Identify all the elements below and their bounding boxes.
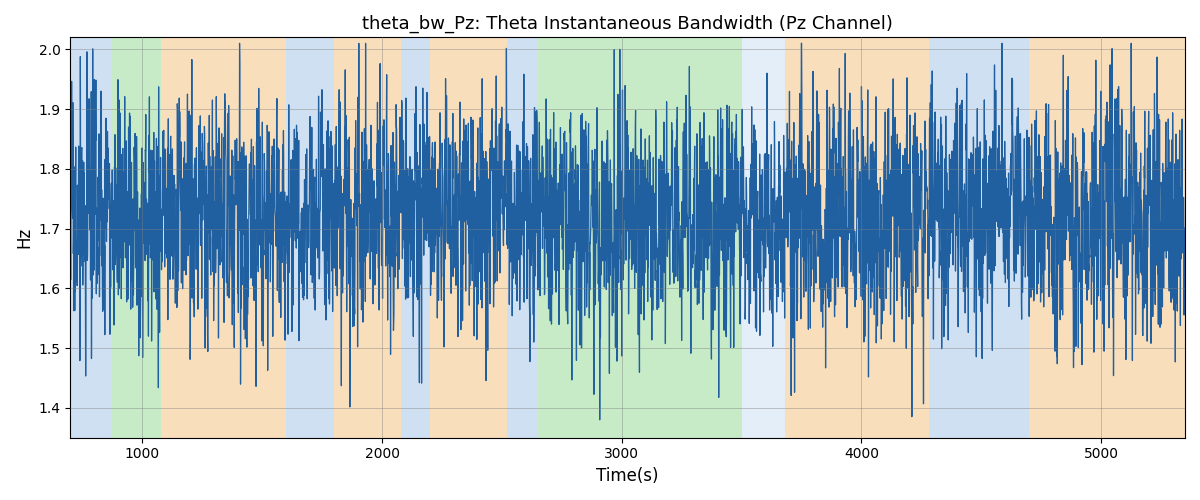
Bar [112, 38, 162, 438]
Bar [401, 38, 430, 438]
Bar [646, 38, 742, 438]
Bar [506, 38, 538, 438]
Bar [430, 38, 506, 438]
Bar [1030, 38, 1102, 438]
Bar [71, 38, 112, 438]
Bar [742, 38, 785, 438]
Bar [286, 38, 334, 438]
Bar [785, 38, 929, 438]
Bar [1102, 38, 1186, 438]
Title: theta_bw_Pz: Theta Instantaneous Bandwidth (Pz Channel): theta_bw_Pz: Theta Instantaneous Bandwid… [362, 15, 893, 34]
Bar [162, 38, 286, 438]
Bar [538, 38, 646, 438]
X-axis label: Time(s): Time(s) [596, 467, 659, 485]
Y-axis label: Hz: Hz [14, 227, 32, 248]
Bar [929, 38, 1030, 438]
Bar [334, 38, 401, 438]
